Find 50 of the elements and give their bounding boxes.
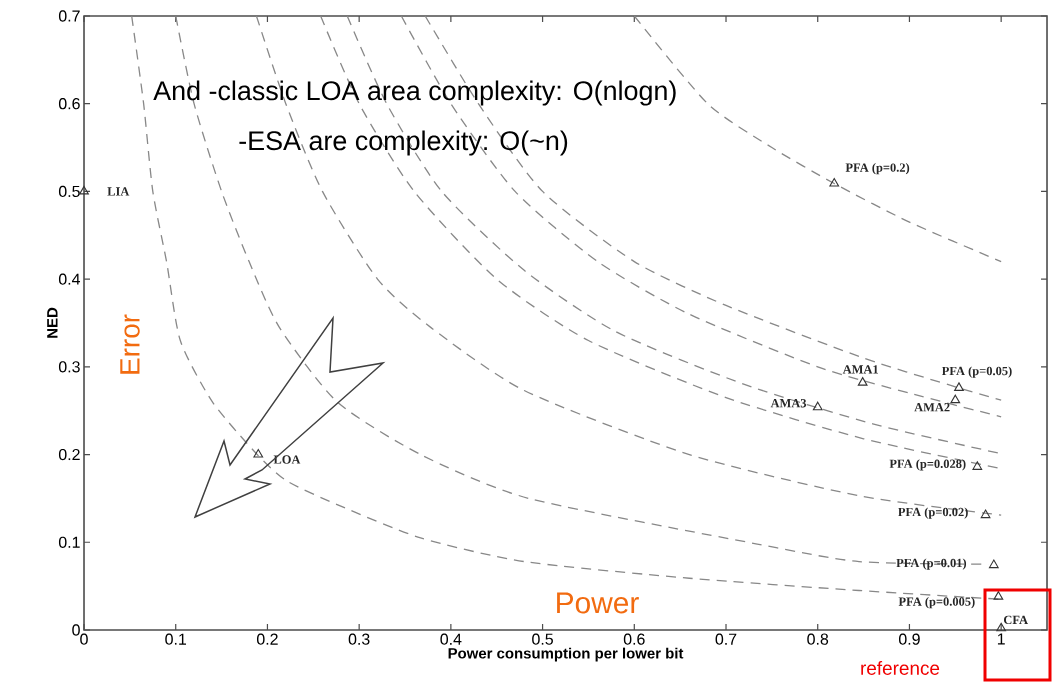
annotation: AMA1 (842, 365, 878, 374)
x-tick-label: 0.4 (440, 633, 462, 645)
x-tick-label: 0.6 (623, 633, 645, 645)
x-tick-label: 0.5 (532, 633, 553, 645)
point (993, 591, 1004, 600)
annotation: PFA (p=0.02) (898, 507, 968, 519)
x-tick-label: 0.7 (715, 633, 737, 645)
y-axis-title: NED (47, 307, 58, 338)
annotation: -ESA are complexity: O(~n) (239, 130, 568, 156)
annotation: PFA (p=0.2) (845, 163, 910, 175)
annotation: PFA (p=0.005) (898, 597, 975, 609)
x-tick-label: 1 (997, 633, 1005, 645)
annotation: LOA (273, 455, 301, 464)
point (857, 377, 868, 386)
x-tick-label: 0.3 (348, 633, 370, 645)
point (812, 401, 823, 411)
y-tick-label: 0.2 (58, 448, 80, 461)
point (988, 559, 999, 569)
annotation: Power (557, 592, 639, 614)
annotation: PFA (p=0.05) (941, 366, 1012, 378)
x-axis-title: Power consumption per lower bit (448, 647, 684, 662)
point (972, 461, 983, 470)
annotation: And -classic LOA area complexity: O(nlogn) (153, 80, 676, 106)
point (79, 185, 89, 195)
y-tick-label: 0 (72, 624, 80, 636)
point (829, 177, 840, 187)
x-tick-label: 0 (80, 633, 88, 645)
x-tick-label: 0.8 (807, 633, 829, 645)
x-tick-label: 0.2 (256, 633, 278, 645)
y-tick-label: 0.7 (58, 10, 80, 22)
text: reference (861, 661, 940, 675)
point (950, 394, 961, 404)
annotation: PFA (p=0.01) (896, 558, 967, 570)
annotation: AMA3 (770, 399, 807, 408)
annotation: CFA (1003, 615, 1028, 625)
x-tick-label: 0.9 (898, 633, 920, 645)
point (980, 509, 991, 519)
annotation: AMA2 (914, 403, 950, 412)
annotation: Error (120, 314, 140, 374)
y-tick-label: 0.3 (58, 361, 80, 373)
annotation: PFA (p=0.028) (889, 459, 966, 471)
y-tick-label: 0.6 (58, 98, 80, 110)
annotation: LIA (107, 187, 130, 196)
point (253, 449, 264, 458)
y-tick-label: 0.5 (58, 185, 80, 198)
point (996, 622, 1007, 632)
y-tick-label: 0.1 (58, 536, 80, 548)
point (954, 382, 964, 391)
x-tick-label: 0.1 (165, 633, 187, 645)
y-tick-label: 0.4 (58, 273, 81, 285)
